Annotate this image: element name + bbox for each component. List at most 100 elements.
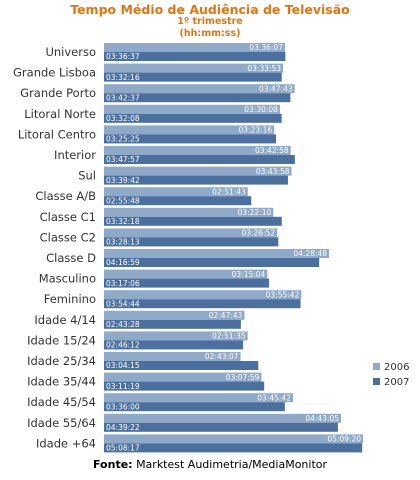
data-label-2006: 03:47:43: [259, 84, 293, 93]
bar-2006: [104, 63, 284, 73]
data-label-2006: 02:51:43: [212, 187, 246, 196]
category-label: Classe C1: [40, 210, 96, 224]
data-label-2007: 03:32:16: [106, 73, 140, 82]
bar-2007: [104, 258, 320, 267]
chart-title: Tempo Médio de Audiência de Televisão: [70, 2, 350, 17]
bar-2007: [104, 196, 252, 206]
bar-2006: [104, 331, 248, 341]
data-label-2007: 05:08:17: [106, 444, 140, 453]
data-label-2007: 03:11:19: [106, 382, 140, 391]
bar-2007: [104, 319, 241, 329]
data-label-2007: 03:39:42: [106, 176, 140, 185]
data-label-2007: 03:32:18: [106, 217, 140, 226]
category-label: Idade 25/34: [27, 354, 96, 368]
source-line: Fonte: Marktest Audimetria/MediaMonitor: [0, 458, 420, 471]
legend-swatch-2007: [373, 378, 380, 385]
bar-2007: [104, 52, 286, 61]
data-label-2006: 03:22:10: [238, 208, 272, 217]
bar-2006: [104, 146, 291, 155]
bar-2006: [104, 43, 285, 52]
data-label-2007: 04:16:59: [106, 258, 140, 267]
category-label: Idade 55/64: [27, 416, 96, 430]
category-label: Litoral Centro: [18, 127, 96, 141]
data-label-2007: 02:46:12: [106, 341, 140, 350]
data-label-2006: 03:15:04: [232, 270, 266, 279]
data-label-2006: 03:45:42: [257, 393, 291, 402]
category-label: Grande Lisboa: [13, 66, 96, 80]
category-label: Idade +64: [36, 436, 96, 450]
bar-2007: [104, 113, 282, 123]
data-label-2006: 04:28:48: [293, 249, 327, 258]
bar-2007: [104, 381, 265, 391]
bar-2007: [104, 175, 288, 185]
data-label-2006: 02:43:07: [205, 352, 239, 361]
bar-2007: [104, 155, 295, 164]
category-label: Idade 35/44: [27, 375, 96, 389]
bar-2007: [104, 402, 285, 412]
data-label-2007: 03:17:06: [106, 279, 140, 288]
data-label-2007: 02:43:28: [106, 320, 140, 329]
data-label-2006: 03:07:59: [226, 373, 260, 382]
source-label: Fonte:: [92, 458, 133, 471]
data-label-2006: 02:51:35: [212, 332, 246, 341]
data-label-2006: 03:26:52: [242, 229, 276, 238]
data-label-2007: 03:32:08: [106, 114, 140, 123]
category-label: Classe A/B: [35, 189, 96, 203]
category-label: Classe D: [46, 251, 96, 265]
bar-2006: [104, 393, 293, 403]
category-label: Idade 15/24: [27, 333, 96, 347]
legend-swatch-2006: [373, 363, 380, 370]
chart-unit-label: (hh:mm:ss): [179, 28, 241, 39]
data-label-2006: 03:43:58: [256, 167, 290, 176]
data-label-2007: 04:39:22: [106, 423, 140, 432]
legend-label-2007: 2007: [384, 377, 409, 388]
category-label: Grande Porto: [20, 86, 96, 100]
data-label-2006: 04:43:05: [305, 414, 339, 423]
data-label-2007: 02:55:48: [106, 196, 140, 205]
data-label-2006: 03:23:16: [239, 126, 273, 135]
bar-2006: [104, 104, 280, 114]
bar-2006: [104, 125, 275, 135]
bar-2006: [104, 187, 248, 197]
category-label: Sul: [78, 169, 96, 183]
bar-2006: [104, 434, 363, 444]
data-label-2006: 02:47:43: [209, 311, 243, 320]
bar-2006: [104, 290, 302, 300]
bar-2007: [104, 216, 282, 226]
bar-2007: [104, 237, 279, 247]
bar-2006: [104, 207, 274, 217]
category-label: Interior: [54, 148, 96, 162]
bar-2006: [104, 269, 268, 279]
data-label-2007: 03:42:37: [106, 93, 140, 102]
data-label-2007: 03:47:57: [106, 155, 140, 164]
chart-subtitle: 1º trimestre: [177, 16, 243, 27]
bar-2007: [104, 93, 291, 103]
data-label-2006: 03:30:08: [244, 105, 278, 114]
bar-2007: [104, 134, 276, 144]
data-label-2007: 03:25:25: [106, 135, 140, 144]
bar-2006: [104, 84, 295, 94]
bar-2007: [104, 340, 244, 350]
category-label: Masculino: [39, 272, 96, 286]
data-label-2006: 03:36:07: [249, 43, 283, 52]
category-label: Idade 4/14: [34, 313, 96, 327]
category-label: Idade 45/54: [27, 395, 96, 409]
bar-2006: [104, 413, 342, 423]
data-label-2007: 03:54:44: [106, 299, 140, 308]
bar-2007: [104, 278, 270, 288]
bar-2006: [104, 352, 241, 361]
data-label-2007: 03:36:37: [106, 52, 140, 61]
data-label-2007: 03:36:00: [106, 402, 140, 411]
bar-2007: [104, 443, 363, 453]
category-label: Universo: [45, 45, 96, 59]
bar-2006: [104, 372, 262, 382]
bar-2006: [104, 228, 278, 238]
data-label-2006: 03:55:42: [266, 290, 300, 299]
bar-2007: [104, 72, 282, 82]
bar-2007: [104, 361, 259, 370]
data-label-2007: 03:28:13: [106, 238, 140, 247]
category-label: Classe C2: [40, 230, 96, 244]
bar-2006: [104, 166, 292, 176]
